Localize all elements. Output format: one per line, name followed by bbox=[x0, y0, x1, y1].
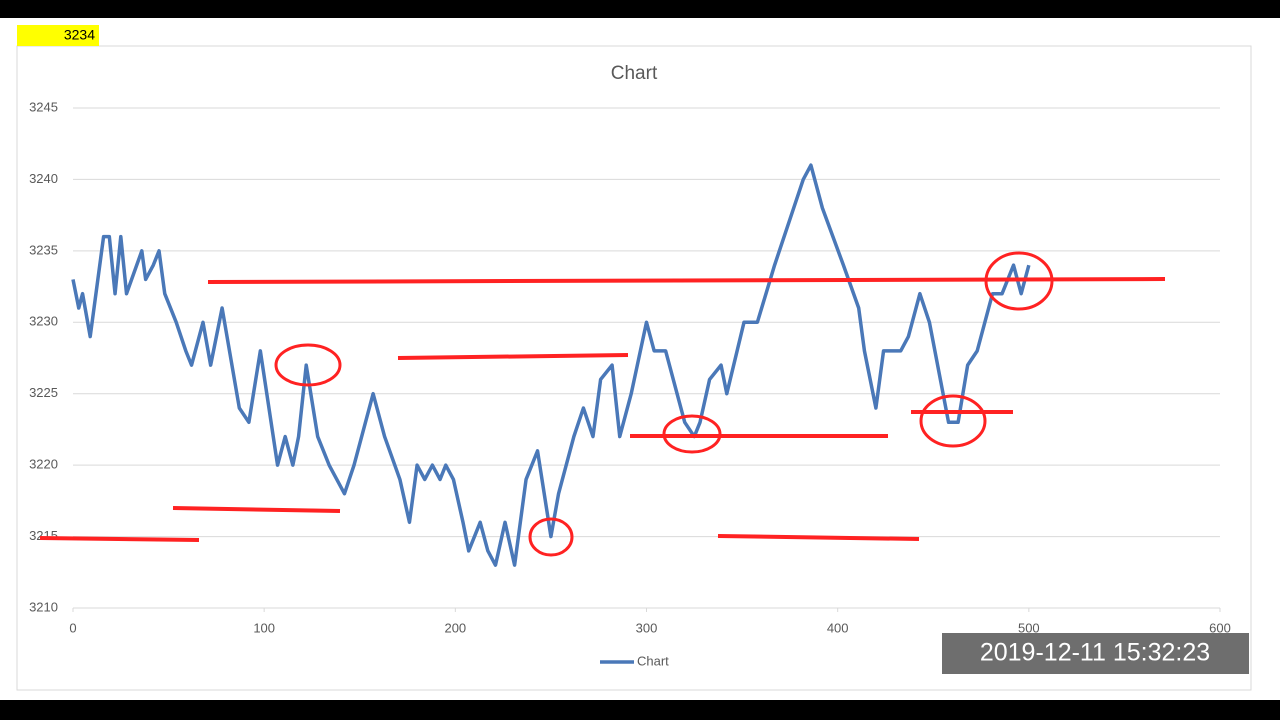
chart-area bbox=[16, 45, 1252, 691]
badge: 3234 bbox=[64, 27, 95, 43]
timestamp-box bbox=[942, 633, 1249, 674]
annotation-circle bbox=[274, 343, 342, 387]
y-tick-label: 3240 bbox=[29, 171, 58, 186]
y-tick-label: 3215 bbox=[29, 528, 58, 543]
legend-label: Chart bbox=[637, 653, 669, 668]
x-tick-label: 400 bbox=[827, 620, 849, 635]
x-tick-label: 0 bbox=[69, 620, 76, 635]
annotations bbox=[39, 251, 1166, 557]
annotation-line bbox=[39, 536, 200, 542]
x-tick-label: 300 bbox=[636, 620, 658, 635]
annotation-circle bbox=[919, 394, 987, 448]
y-tick-label: 3225 bbox=[29, 385, 58, 400]
annotation-line bbox=[397, 353, 629, 360]
x-tick-label: 500 bbox=[1018, 620, 1040, 635]
line-series bbox=[71, 163, 1031, 567]
badge-box bbox=[17, 25, 99, 46]
y-tick-label: 3235 bbox=[29, 242, 58, 257]
y-tick-label: 3245 bbox=[29, 99, 58, 114]
annotation-circle bbox=[528, 517, 574, 557]
y-tick-label: 3230 bbox=[29, 314, 58, 329]
annotation-line bbox=[172, 506, 341, 513]
annotation-line bbox=[207, 277, 1166, 284]
x-tick-label: 100 bbox=[253, 620, 275, 635]
x-tick-label: 600 bbox=[1209, 620, 1231, 635]
y-tick-label: 3220 bbox=[29, 457, 58, 472]
annotation-circle bbox=[984, 251, 1054, 311]
annotation-line bbox=[717, 534, 920, 541]
timestamp: 2019-12-11 15:32:23 bbox=[980, 639, 1210, 667]
annotation-circle bbox=[662, 414, 722, 454]
x-tick-label: 200 bbox=[444, 620, 466, 635]
chart-title: Chart bbox=[611, 63, 658, 84]
y-tick-label: 3210 bbox=[29, 599, 58, 614]
